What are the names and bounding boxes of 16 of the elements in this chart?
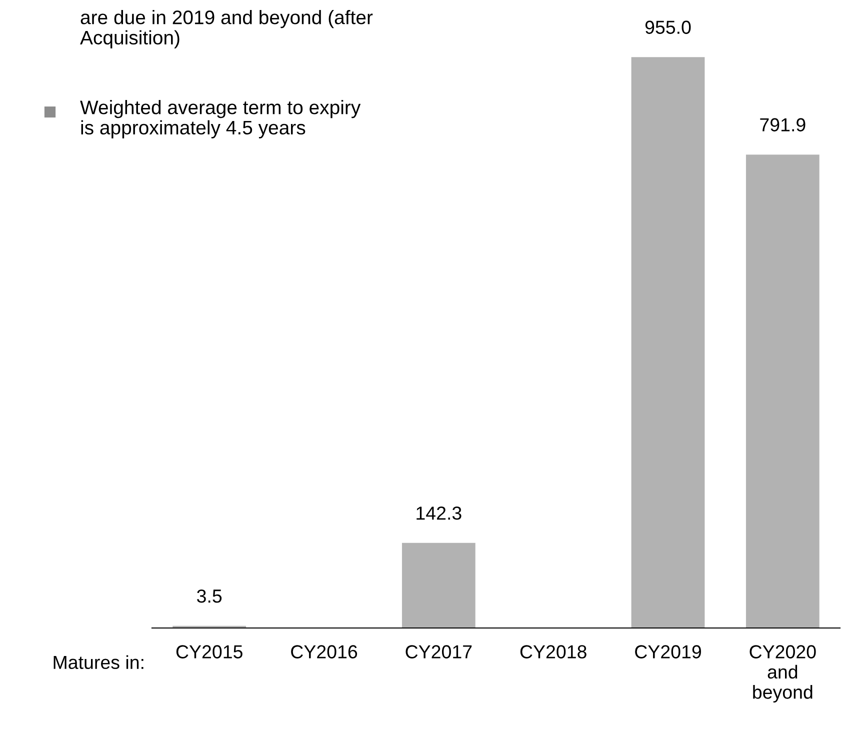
x-tick-label: CY2015 <box>176 645 242 658</box>
x-axis-title: Matures in: <box>54 655 144 670</box>
x-tick-label: CY2020 and beyond <box>750 645 816 703</box>
bar <box>631 57 705 628</box>
x-tick-label: CY2017 <box>406 645 472 658</box>
data-label: 3.5 <box>197 589 222 603</box>
x-tick-label: CY2019 <box>635 645 701 658</box>
data-label: 791.9 <box>760 118 806 132</box>
bar <box>746 154 820 628</box>
data-label: 955.0 <box>645 20 691 34</box>
text: are due in 2019 and beyond (after Acquisition) <box>80 10 373 48</box>
bar <box>402 542 476 628</box>
annotation: Weighted average term to expiry is approximately 4.5 years <box>80 100 361 138</box>
x-tick-label: CY2016 <box>291 645 358 658</box>
data-label: 142.3 <box>416 506 462 520</box>
x-tick-label: CY2018 <box>520 645 586 658</box>
